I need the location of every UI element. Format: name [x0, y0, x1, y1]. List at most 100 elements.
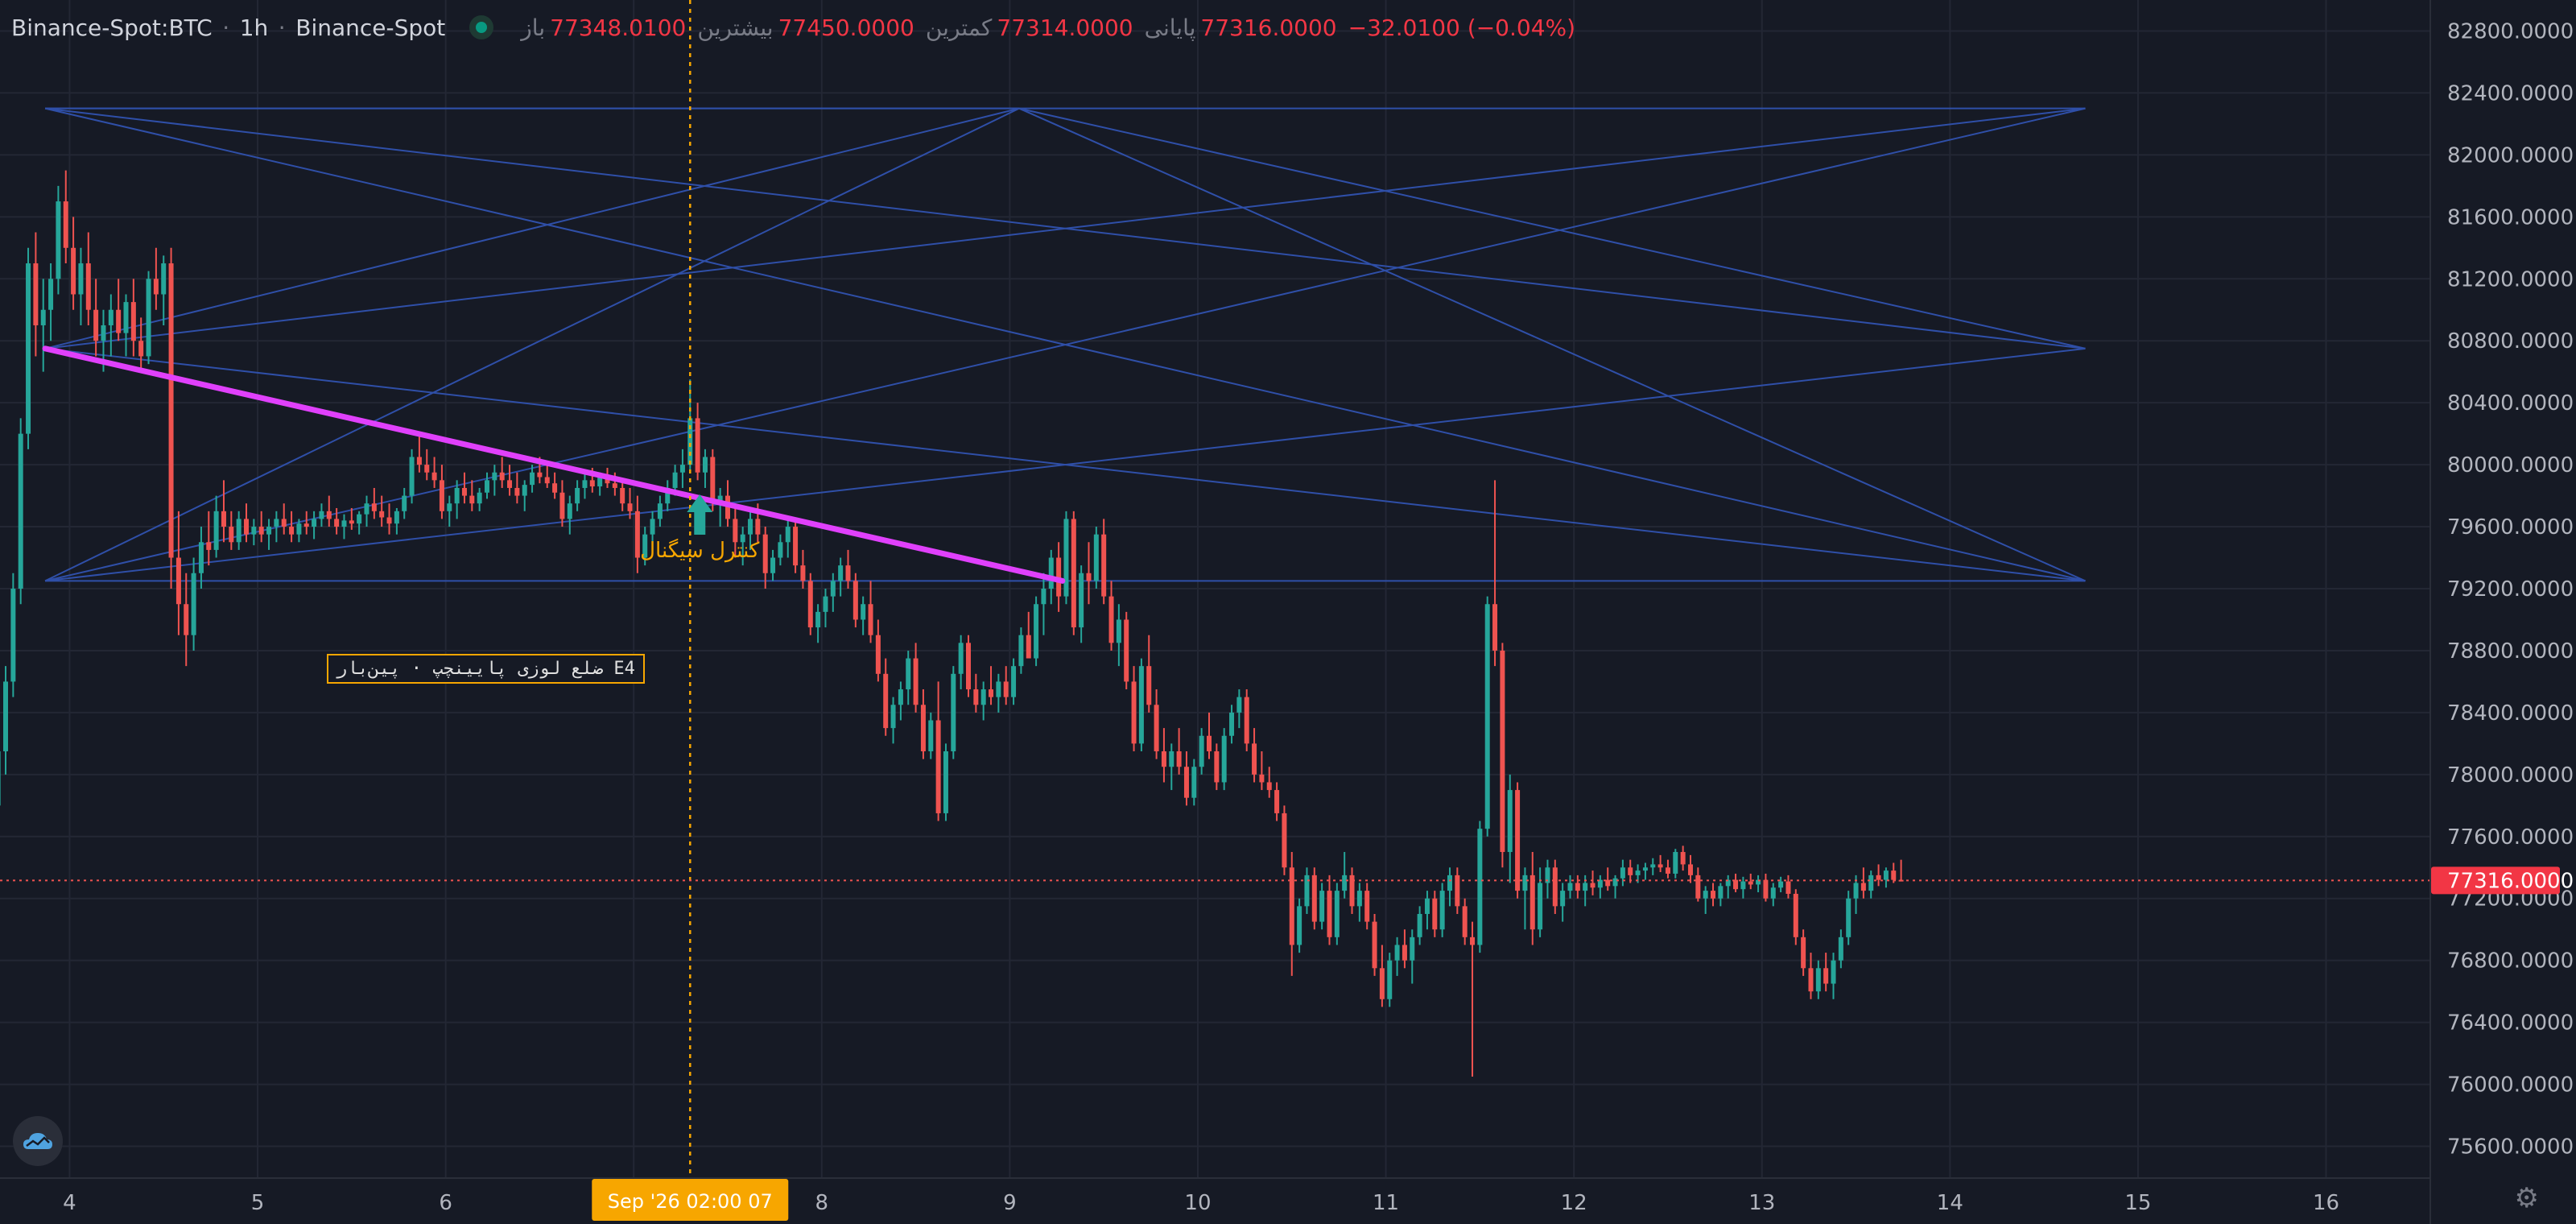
- interval-label[interactable]: 1h: [239, 14, 269, 41]
- candle: [1823, 953, 1829, 992]
- candle-body: [627, 503, 633, 511]
- candle: [973, 673, 979, 713]
- candle-body: [0, 751, 1, 806]
- cloud-logo-icon[interactable]: [13, 1116, 63, 1166]
- gear-icon[interactable]: ⚙: [2514, 1182, 2539, 1214]
- candle-body: [424, 465, 430, 473]
- candle-body: [1372, 921, 1377, 969]
- candle: [1011, 658, 1017, 705]
- candle-body: [868, 604, 873, 635]
- candle: [492, 465, 497, 496]
- trendline-annotation[interactable]: ضلع لوزی پایینچپ · پین‌بار E4: [327, 654, 645, 684]
- candle: [175, 511, 181, 635]
- candle: [1642, 862, 1648, 880]
- candle-body: [1327, 891, 1332, 937]
- time-tick-label: 15: [2124, 1191, 2151, 1215]
- price-axis[interactable]: [2429, 0, 2576, 1224]
- price-tick-label: 82000.0000: [2447, 143, 2574, 167]
- candle: [778, 534, 783, 566]
- candle-body: [213, 511, 219, 550]
- candle: [1560, 883, 1566, 922]
- candle: [838, 557, 844, 597]
- candle: [416, 433, 422, 473]
- candle: [1462, 898, 1468, 945]
- symbol-name[interactable]: Binance-Spot:BTC: [11, 14, 213, 41]
- candle-body: [920, 705, 926, 751]
- candle-body: [687, 418, 693, 465]
- candle-body: [830, 581, 836, 597]
- candle-body: [485, 480, 490, 493]
- candle-body: [1831, 960, 1836, 984]
- candle: [461, 472, 467, 504]
- candle: [913, 643, 919, 713]
- last-price-badge: [2431, 866, 2560, 895]
- candle: [1229, 705, 1235, 744]
- candle-body: [1657, 864, 1663, 868]
- candle-body: [1124, 619, 1129, 682]
- candle-body: [1101, 534, 1107, 597]
- fan-line: [44, 107, 1020, 582]
- candle-body: [928, 720, 934, 751]
- time-axis[interactable]: [0, 1177, 2429, 1224]
- candle-body: [394, 511, 399, 524]
- candle-body: [3, 681, 9, 751]
- candle-body: [1116, 619, 1121, 643]
- candle: [123, 294, 129, 357]
- candle-body: [1349, 875, 1355, 907]
- candle: [1289, 852, 1294, 976]
- time-tick-label: 14: [1937, 1191, 1963, 1215]
- candle-body: [1883, 870, 1889, 880]
- candle-body: [1455, 875, 1460, 907]
- candle-body: [386, 517, 392, 524]
- candle: [1424, 891, 1430, 930]
- candle-body: [672, 472, 678, 488]
- low-label: کمترین: [925, 14, 993, 41]
- candle: [1883, 867, 1889, 888]
- candle-body: [906, 658, 911, 690]
- candle: [770, 549, 776, 581]
- candle-body: [544, 477, 550, 484]
- candle: [334, 507, 340, 535]
- candle: [1018, 627, 1024, 674]
- candle: [815, 604, 821, 643]
- time-tick-label: 5: [251, 1191, 265, 1215]
- candle: [251, 519, 257, 546]
- fan-line: [1018, 107, 2086, 582]
- candle: [1552, 859, 1558, 914]
- candle-body: [1439, 891, 1445, 930]
- candle: [108, 294, 114, 357]
- price-tick-label: 79200.0000: [2447, 577, 2574, 602]
- time-tick-label: 6: [439, 1191, 452, 1215]
- candle-body: [1680, 852, 1686, 865]
- candle-body: [530, 472, 535, 486]
- candle-body: [989, 689, 994, 697]
- candle: [935, 681, 941, 821]
- price-tick-label: 82400.0000: [2447, 81, 2574, 105]
- candle-body: [379, 511, 385, 518]
- candle: [965, 635, 971, 697]
- candle-body: [1221, 735, 1227, 783]
- candle: [852, 573, 858, 628]
- price-tick-label: 80400.0000: [2447, 391, 2574, 416]
- candle: [213, 495, 219, 558]
- candle-body: [416, 457, 422, 465]
- fan-line: [44, 107, 1020, 349]
- candle-body: [1334, 891, 1340, 937]
- candle-body: [296, 523, 302, 535]
- candle: [1492, 480, 1498, 667]
- market-status-icon[interactable]: [469, 15, 494, 39]
- candle: [364, 495, 369, 527]
- candle: [1778, 876, 1784, 893]
- candle: [1221, 728, 1227, 791]
- candle-body: [1590, 883, 1596, 888]
- candle-body: [402, 495, 407, 511]
- candle-body: [1138, 666, 1144, 744]
- candle-body: [642, 534, 648, 558]
- candle: [1898, 859, 1904, 882]
- candle: [1657, 854, 1663, 873]
- candle-body: [1018, 635, 1024, 667]
- candle: [1311, 867, 1317, 930]
- time-tick-label: 11: [1373, 1191, 1399, 1215]
- candle: [1575, 875, 1580, 899]
